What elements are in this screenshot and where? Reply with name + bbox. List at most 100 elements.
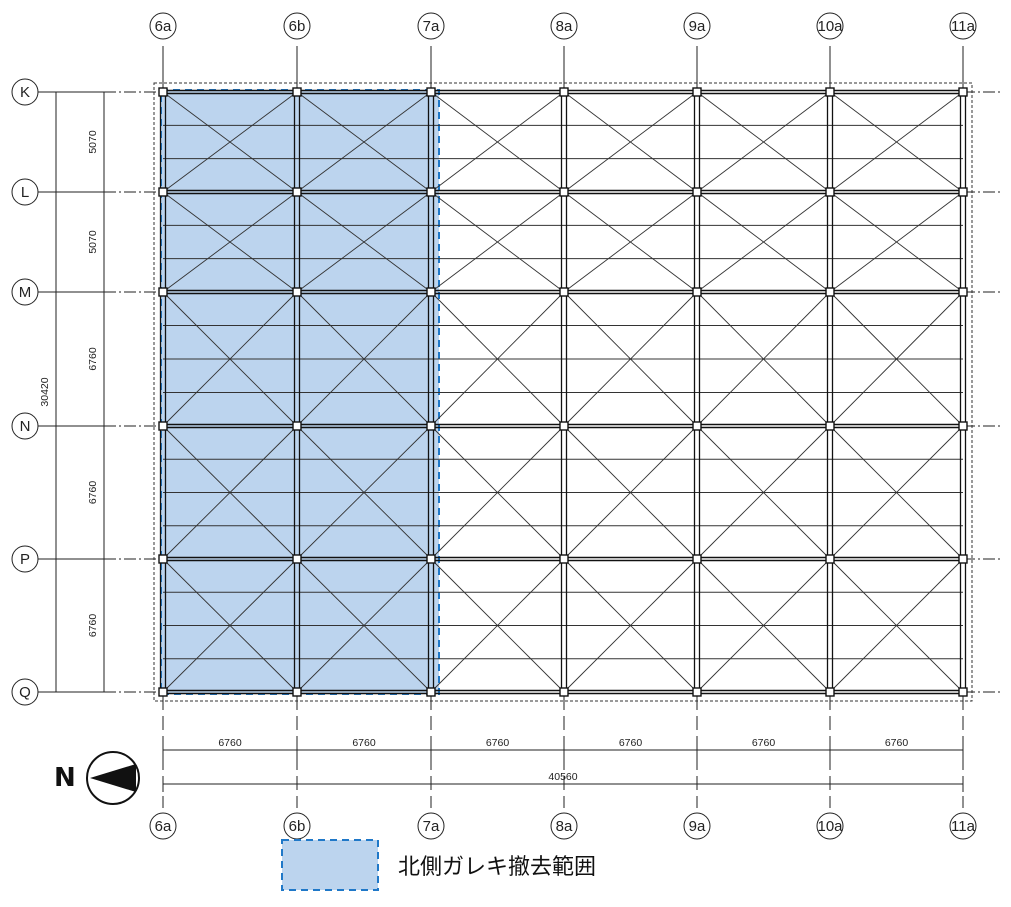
column-spacing-label: 6760 [619,737,643,749]
column-bubble-7a: 7a [417,12,445,40]
column-marker [958,687,968,697]
column-marker [692,421,702,431]
column-label: 9a [689,818,706,835]
column-marker [958,187,968,197]
brace [829,558,964,693]
column-marker [559,554,569,564]
column-spacing-label: 6760 [352,737,376,749]
outer-boundary [153,82,973,702]
column-marker [559,287,569,297]
column-marker [426,187,436,197]
column-marker [158,87,168,97]
brace [296,91,432,193]
column-label: 8a [556,18,573,35]
row-spacing-label: 5070 [87,230,99,254]
brace [162,191,298,293]
column-marker [692,554,702,564]
legend-label: 北側ガレキ撤去範囲 [398,855,596,880]
column-marker [426,87,436,97]
column-bubble-9a: 9a [683,12,711,40]
column-bubble-6a: 6a [149,812,177,840]
brace [430,291,565,427]
column-bubble-6b: 6b [283,812,311,840]
column-marker [825,87,835,97]
column-spacing-label: 6760 [218,737,242,749]
column-marker [825,187,835,197]
north-arrow: N [54,751,140,805]
brace [696,191,831,293]
brace [696,291,831,427]
column-label: 7a [423,818,440,835]
brace [829,191,964,293]
brace [563,291,698,427]
column-marker [292,187,302,197]
column-marker [292,687,302,697]
column-bubble-11a: 11a [949,12,977,40]
column-spacing-label: 6760 [752,737,776,749]
column-marker [158,287,168,297]
row-bubble-K: K [11,78,104,106]
brace [696,558,831,693]
column-label: 6b [289,818,306,835]
column-marker [958,554,968,564]
column-marker [559,87,569,97]
column-marker [692,187,702,197]
brace [696,91,831,193]
column-label: 6a [155,818,172,835]
total-height-label: 30420 [39,377,51,406]
column-label: 9a [689,18,706,35]
column-marker [825,554,835,564]
column-marker [958,421,968,431]
row-bubble-M: M [11,278,104,306]
column-marker [958,287,968,297]
row-label: K [20,84,30,101]
brace [162,425,298,560]
column-label: 10a [817,818,843,835]
row-bubble-L: L [11,178,104,206]
brace [563,191,698,293]
column-marker [825,687,835,697]
column-bubble-7a: 7a [417,812,445,840]
column-bubble-11a: 11a [949,812,977,840]
brace [296,558,432,693]
column-label: 11a [951,18,976,35]
legend: 北側ガレキ撤去範囲 [281,839,596,891]
brace [162,558,298,693]
column-label: 8a [556,818,573,835]
column-label: 10a [817,18,843,35]
column-bubble-6a: 6a [149,12,177,40]
column-bubble-8a: 8a [550,812,578,840]
column-marker [825,421,835,431]
column-marker [158,554,168,564]
row-label: L [21,184,29,201]
row-bubble-P: P [11,545,104,573]
column-bubble-6b: 6b [283,12,311,40]
column-marker [292,554,302,564]
row-spacing-label: 5070 [87,130,99,154]
column-marker [292,287,302,297]
column-label: 7a [423,18,440,35]
column-spacing-label: 6760 [486,737,510,749]
column-label: 6a [155,18,172,35]
row-label: Q [19,684,31,701]
column-marker [426,554,436,564]
brace [296,425,432,560]
column-marker [292,87,302,97]
brace [563,425,698,560]
row-spacing-label: 6760 [87,347,99,371]
row-bubble-Q: Q [11,678,104,706]
column-marker [692,287,702,297]
brace [696,425,831,560]
brace [829,91,964,193]
column-label: 6b [289,18,306,35]
column-marker [426,287,436,297]
brace [430,191,565,293]
column-marker [825,287,835,297]
north-arrow-pointer-icon [90,764,136,792]
column-marker [692,687,702,697]
total-width-label: 40560 [548,771,577,783]
brace [430,91,565,193]
column-marker [559,421,569,431]
column-marker [292,421,302,431]
